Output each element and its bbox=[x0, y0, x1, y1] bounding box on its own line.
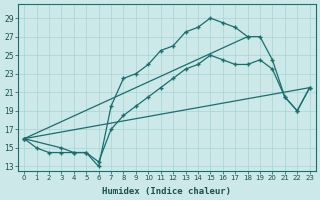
X-axis label: Humidex (Indice chaleur): Humidex (Indice chaleur) bbox=[102, 187, 231, 196]
